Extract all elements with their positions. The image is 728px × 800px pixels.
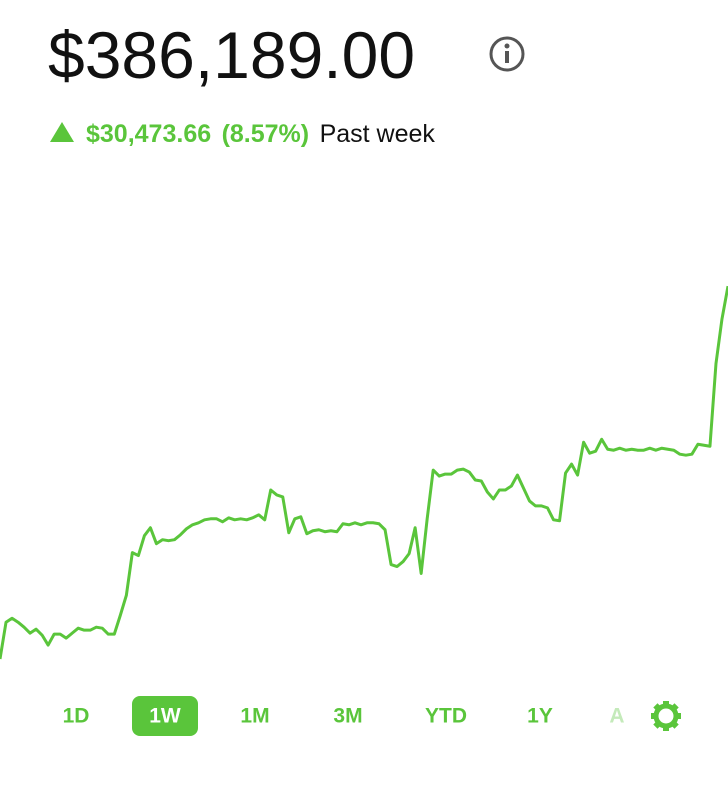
range-label: 3M [333, 705, 362, 728]
range-button[interactable]: YTD [425, 705, 467, 728]
range-button[interactable]: A [609, 705, 624, 728]
gear-tooth [663, 701, 669, 707]
range-label: 1D [63, 705, 90, 728]
gear-teeth [651, 701, 681, 731]
up-arrow [50, 122, 74, 142]
range-label: 1Y [527, 705, 553, 728]
change-amount: $30,473.66 [86, 120, 211, 148]
range-button[interactable]: 1Y [527, 705, 553, 728]
range-button[interactable]: 3M [333, 705, 362, 728]
range-label: 1M [240, 705, 269, 728]
range-button[interactable]: 1D [63, 705, 90, 728]
range-button[interactable]: 1W [132, 696, 198, 736]
info-circle [489, 36, 525, 72]
info-dot [504, 43, 510, 49]
range-label: 1W [149, 705, 181, 728]
range-label: YTD [425, 705, 467, 728]
range-selector: 1D 1W 1M 3M YTD 1Y A [63, 696, 625, 736]
chart [0, 285, 728, 660]
change-percent: (8.57%) [222, 120, 310, 148]
info-bar [505, 51, 509, 63]
portfolio-value: $386,189.00 [48, 18, 415, 92]
change-period: Past week [320, 120, 436, 148]
change-line: $30,473.66 (8.57%) Past week [86, 120, 435, 148]
gear-tooth [675, 713, 681, 719]
price-line [0, 285, 728, 660]
gear-tooth [663, 725, 669, 731]
range-button[interactable]: 1M [240, 705, 269, 728]
settings-icon[interactable] [651, 701, 681, 731]
gear-tooth [651, 713, 657, 719]
range-selected-bg [132, 696, 198, 736]
range-label: A [609, 705, 624, 728]
info-icon[interactable] [489, 36, 525, 72]
